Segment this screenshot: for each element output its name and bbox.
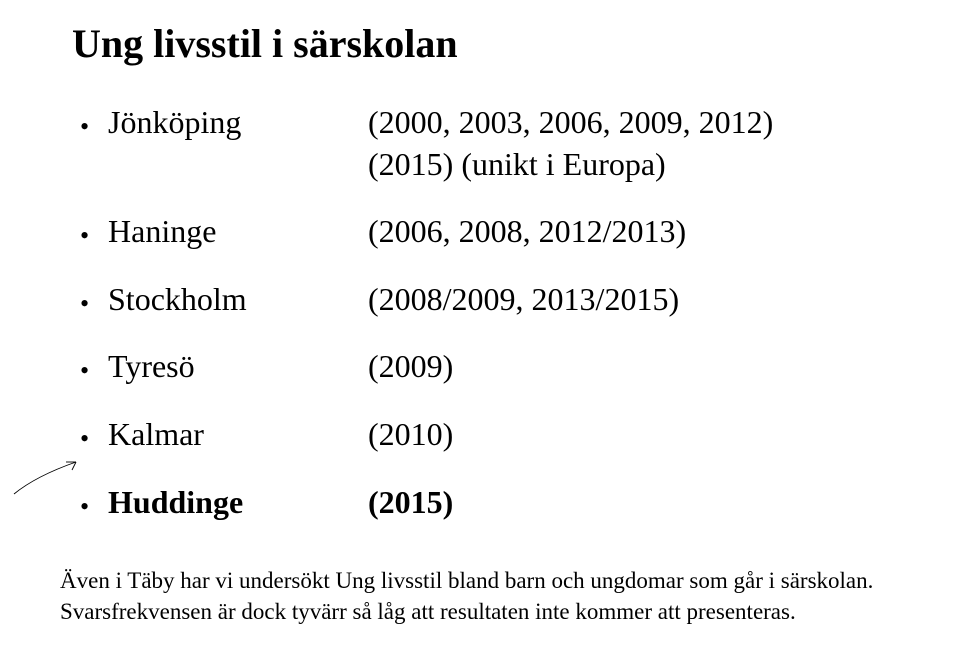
list-item: • Jönköping (2000, 2003, 2006, 2009, 201… xyxy=(80,102,899,185)
item-label: Jönköping xyxy=(108,102,368,144)
item-list: • Jönköping (2000, 2003, 2006, 2009, 201… xyxy=(80,102,899,523)
item-value: (2000, 2003, 2006, 2009, 2012) (2015) (u… xyxy=(368,102,899,185)
item-value: (2015) xyxy=(368,482,899,524)
item-value-line2: (2015) (unikt i Europa) xyxy=(368,146,666,182)
item-value-line1: (2000, 2003, 2006, 2009, 2012) xyxy=(368,104,773,140)
bullet-icon: • xyxy=(80,494,108,520)
item-label: Huddinge xyxy=(108,482,368,524)
list-item: • Kalmar (2010) xyxy=(80,414,899,456)
item-label: Tyresö xyxy=(108,346,368,388)
page-title: Ung livsstil i särskolan xyxy=(72,20,899,67)
bullet-icon: • xyxy=(80,426,108,452)
item-label: Stockholm xyxy=(108,279,368,321)
list-item: • Tyresö (2009) xyxy=(80,346,899,388)
list-item: • Stockholm (2008/2009, 2013/2015) xyxy=(80,279,899,321)
item-value: (2006, 2008, 2012/2013) xyxy=(368,211,899,253)
footnote-text: Även i Täby har vi undersökt Ung livssti… xyxy=(60,565,890,627)
bullet-icon: • xyxy=(80,358,108,384)
item-label: Kalmar xyxy=(108,414,368,456)
page: Ung livsstil i särskolan • Jönköping (20… xyxy=(0,0,959,664)
item-value: (2010) xyxy=(368,414,899,456)
item-label: Haninge xyxy=(108,211,368,253)
list-item: • Haninge (2006, 2008, 2012/2013) xyxy=(80,211,899,253)
item-value: (2009) xyxy=(368,346,899,388)
bullet-icon: • xyxy=(80,223,108,249)
bullet-icon: • xyxy=(80,114,108,140)
list-item: • Huddinge (2015) xyxy=(80,482,899,524)
bullet-icon: • xyxy=(80,291,108,317)
item-value: (2008/2009, 2013/2015) xyxy=(368,279,899,321)
arrow-icon xyxy=(8,456,84,496)
